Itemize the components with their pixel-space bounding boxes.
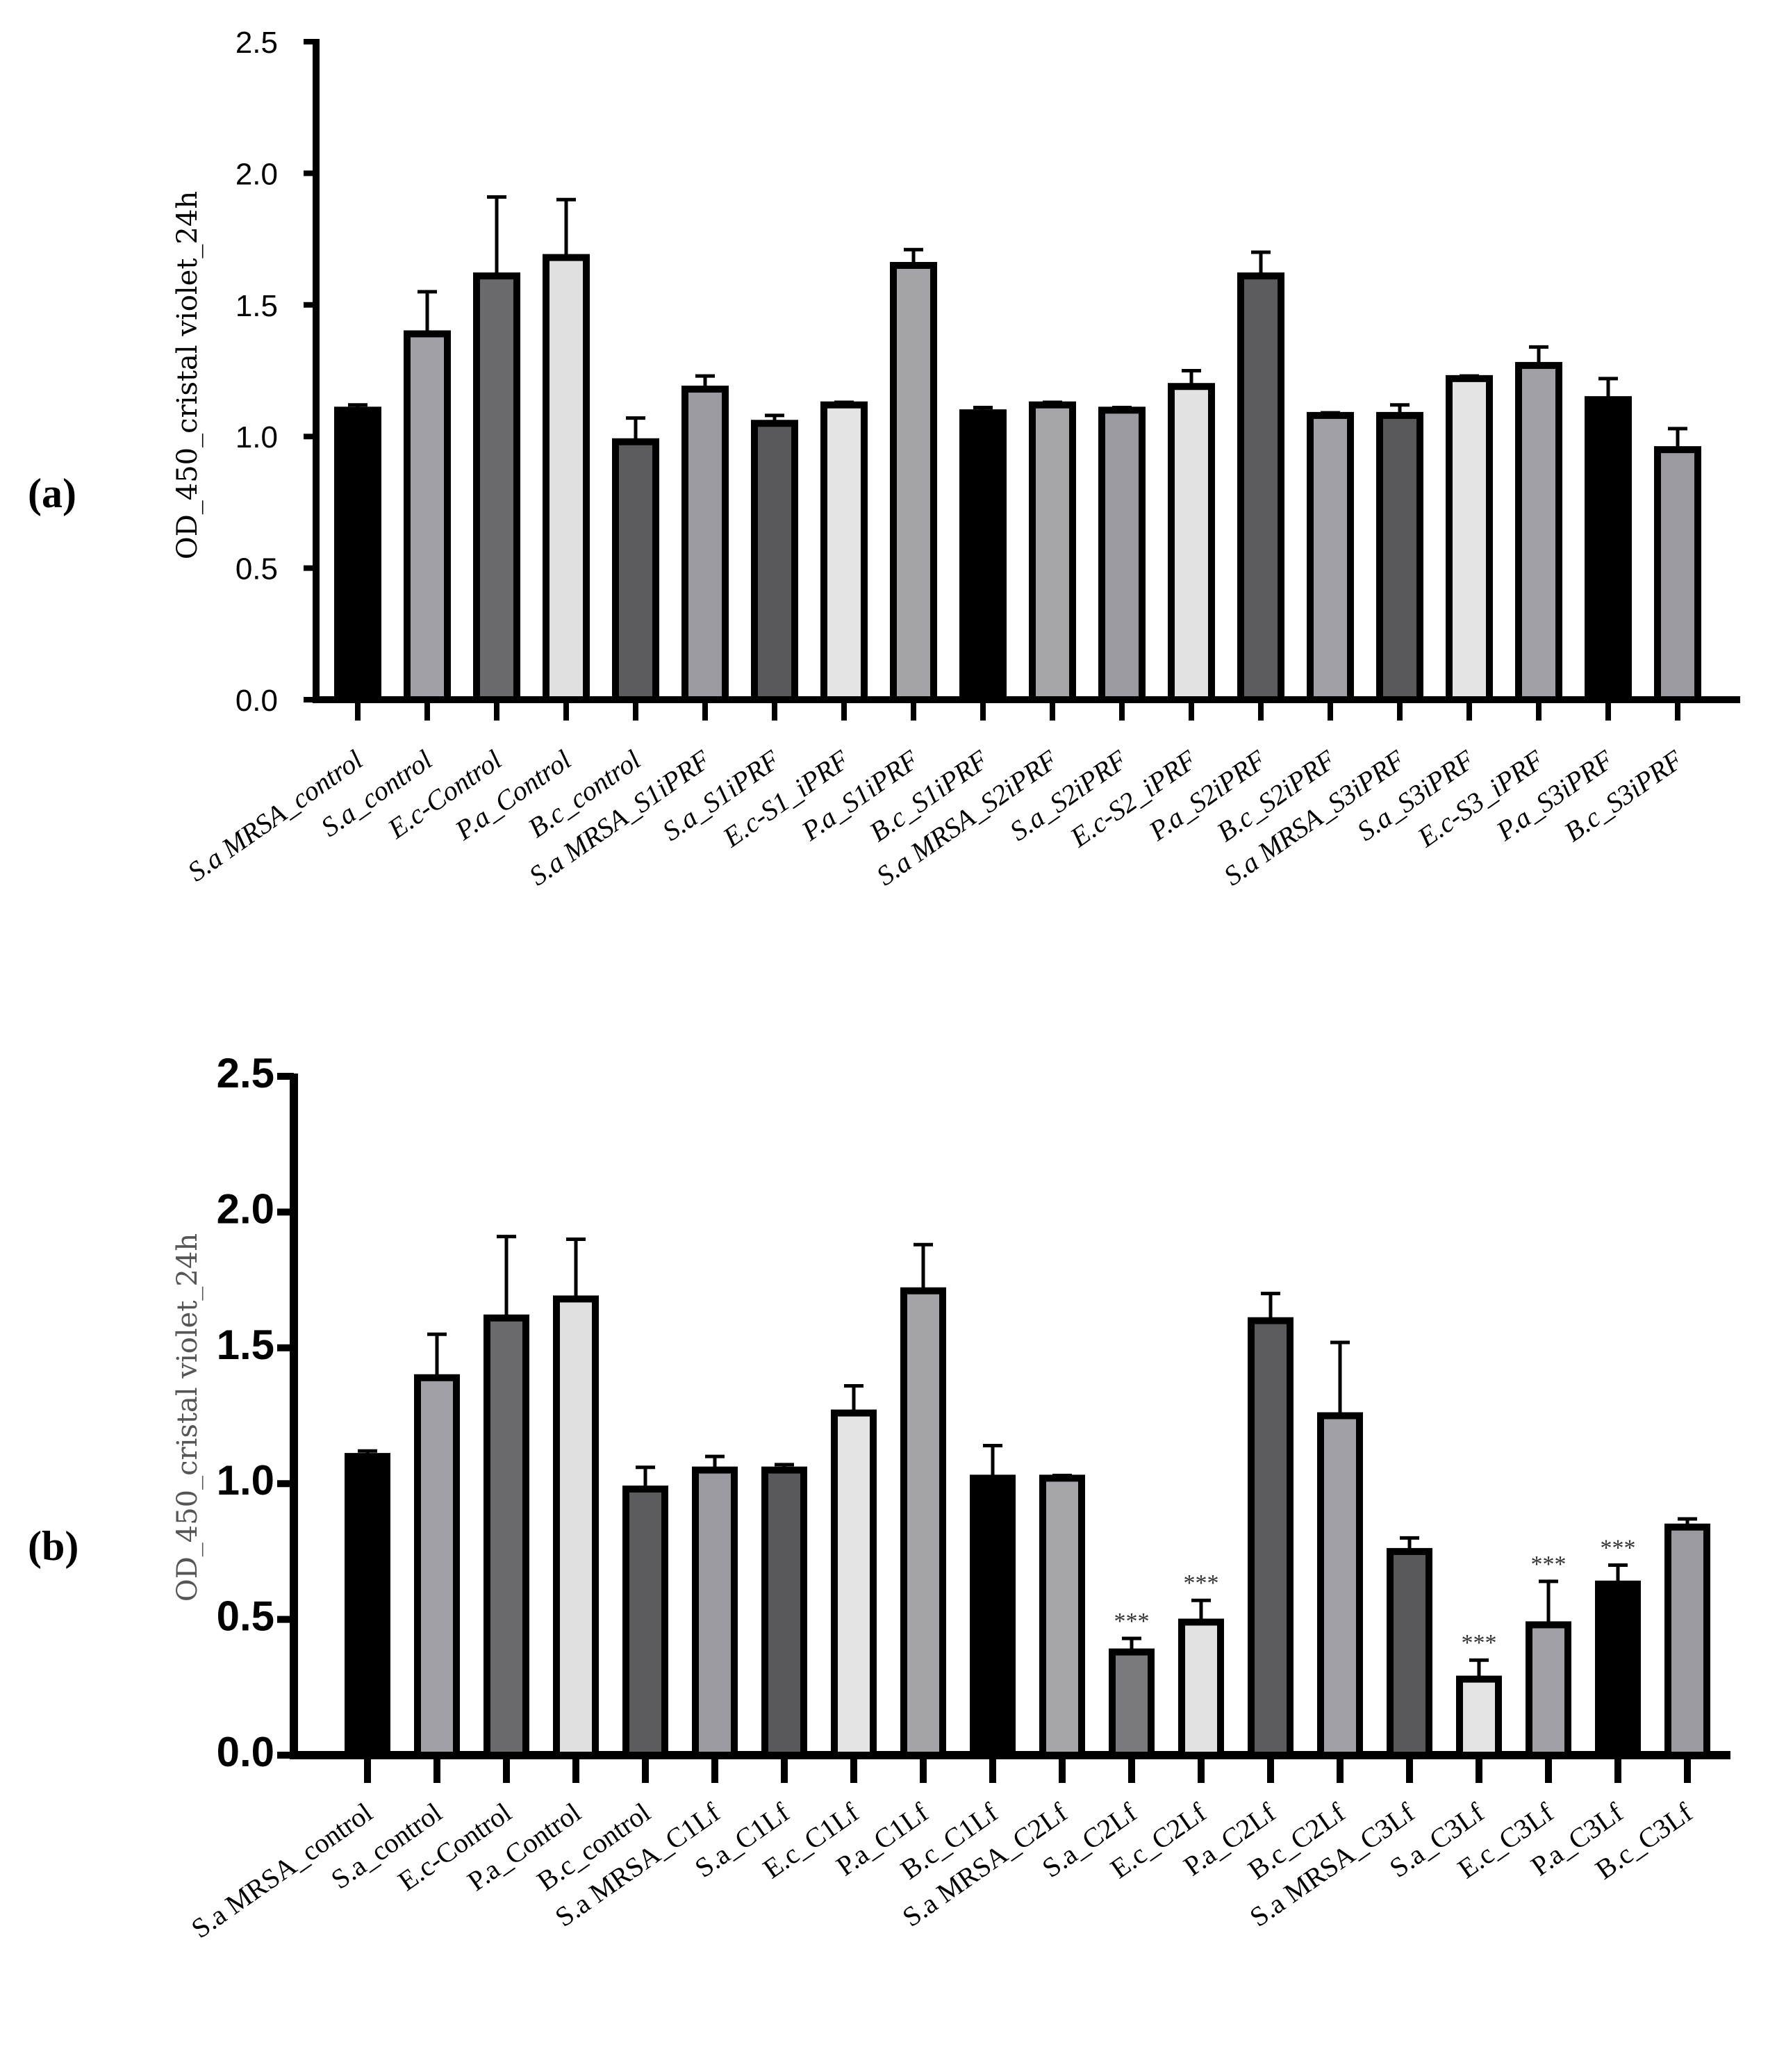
- chart-a: OD_450_cristal violet_24h 0.0 0.5 1.0 1.5 2.0…: [172, 26, 1740, 891]
- bar: [414, 1374, 460, 1759]
- bar: [473, 272, 520, 703]
- bar: [612, 438, 659, 703]
- y-axis-label: OD_450_cristal violet_24h: [172, 1233, 204, 1602]
- bar: [1039, 1474, 1085, 1759]
- bar: [1456, 1675, 1502, 1759]
- bar: [1029, 401, 1076, 704]
- bar: [970, 1474, 1016, 1759]
- y-tick-label: 1.5: [235, 289, 278, 323]
- y-tick-label: 0.0: [217, 1729, 274, 1775]
- bar: [1664, 1523, 1710, 1759]
- significance-annotation: ***: [1531, 1552, 1567, 1577]
- significance-annotation: ***: [1462, 1630, 1497, 1656]
- y-tick-label: 1.0: [217, 1457, 274, 1504]
- bar: [1237, 272, 1284, 703]
- bar: [1178, 1618, 1224, 1759]
- y-tick-label: 2.0: [235, 157, 278, 191]
- bar: [831, 1409, 877, 1759]
- bar: [761, 1466, 807, 1759]
- bar: [1446, 375, 1493, 703]
- bar: [1317, 1412, 1363, 1759]
- bar: [483, 1314, 529, 1759]
- significance-annotation: ***: [1114, 1609, 1150, 1634]
- significance-annotation: ***: [1184, 1570, 1219, 1596]
- bar: [345, 1453, 390, 1759]
- y-tick-label: 2.0: [217, 1185, 274, 1232]
- y-tick-label: 0.5: [217, 1593, 274, 1640]
- bar: [1109, 1648, 1155, 1759]
- bar: [1526, 1621, 1571, 1759]
- bar: [1248, 1317, 1294, 1759]
- bar: [1168, 383, 1215, 704]
- y-tick-label: 0.0: [235, 684, 278, 718]
- bar: [959, 409, 1007, 703]
- panel-a-label: (a): [28, 470, 76, 516]
- bar: [1515, 361, 1562, 703]
- bar: [622, 1486, 668, 1759]
- bar: [890, 261, 937, 704]
- bar: [1595, 1580, 1641, 1759]
- y-tick-label: 2.5: [217, 1050, 274, 1096]
- bar: [1585, 396, 1632, 704]
- bar: [334, 406, 381, 703]
- significance-annotation: ***: [1601, 1535, 1636, 1561]
- bar: [543, 254, 590, 703]
- y-tick-label: 1.0: [235, 420, 278, 454]
- chart-b: OD_450_cristal violet_24h 0.0 0.5 1.0 1.5 2.0…: [172, 1050, 1730, 1944]
- bar: [820, 401, 868, 704]
- bar: [1307, 411, 1354, 703]
- y-tick-label: 0.5: [235, 552, 278, 586]
- bar: [1376, 411, 1423, 703]
- bar: [751, 420, 798, 703]
- bar: [404, 330, 451, 703]
- bar: [1387, 1547, 1432, 1759]
- bar: [900, 1287, 946, 1759]
- bar: [681, 386, 729, 703]
- y-axis-label: OD_450_cristal violet_24h: [172, 191, 204, 559]
- panel-b-label: (b): [28, 1523, 78, 1569]
- bar: [692, 1466, 738, 1759]
- bar: [1098, 406, 1146, 703]
- y-tick-label: 2.5: [235, 26, 278, 60]
- y-tick-label: 1.5: [217, 1322, 274, 1368]
- bar: [553, 1295, 599, 1759]
- bar: [1654, 446, 1701, 703]
